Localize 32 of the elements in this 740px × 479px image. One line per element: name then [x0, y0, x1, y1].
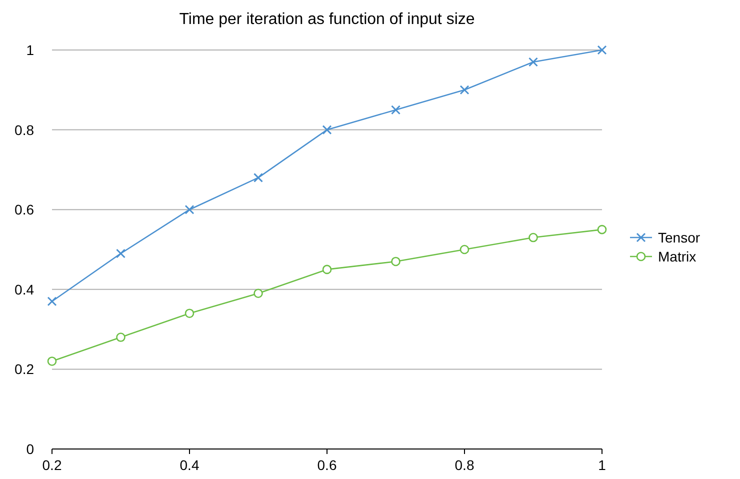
point — [528, 57, 538, 67]
y-tick-label: 0.8 — [14, 122, 34, 138]
point — [322, 125, 332, 135]
x-tick-label: 0.6 — [317, 457, 337, 473]
point — [47, 356, 57, 366]
point — [391, 105, 400, 115]
point — [528, 232, 538, 242]
y-tick-label: 0.4 — [14, 281, 34, 298]
point — [322, 264, 332, 274]
x-tick-label: 0.4 — [180, 457, 200, 473]
point — [184, 308, 194, 318]
point — [460, 85, 470, 95]
point — [47, 296, 57, 306]
y-tick-label: 1 — [26, 42, 34, 58]
legend-label: Tensor — [658, 230, 700, 246]
point — [184, 204, 194, 214]
y-tick-label: 0.2 — [14, 361, 34, 378]
point — [116, 332, 126, 342]
point — [391, 256, 400, 266]
y-tick-label: 0 — [26, 441, 34, 457]
x-tick-label: 0.2 — [42, 457, 62, 473]
chart-title: Time per iteration as function of input size — [179, 11, 475, 28]
point — [254, 288, 263, 298]
legend-label: Matrix — [658, 248, 696, 264]
x-tick-label: 0.8 — [454, 457, 474, 473]
y-tick-label: 0.6 — [14, 202, 34, 218]
point — [116, 248, 126, 258]
point — [460, 244, 470, 254]
point — [597, 224, 607, 234]
point — [254, 172, 263, 182]
x-tick-label: 1 — [598, 457, 606, 473]
point — [597, 45, 607, 55]
